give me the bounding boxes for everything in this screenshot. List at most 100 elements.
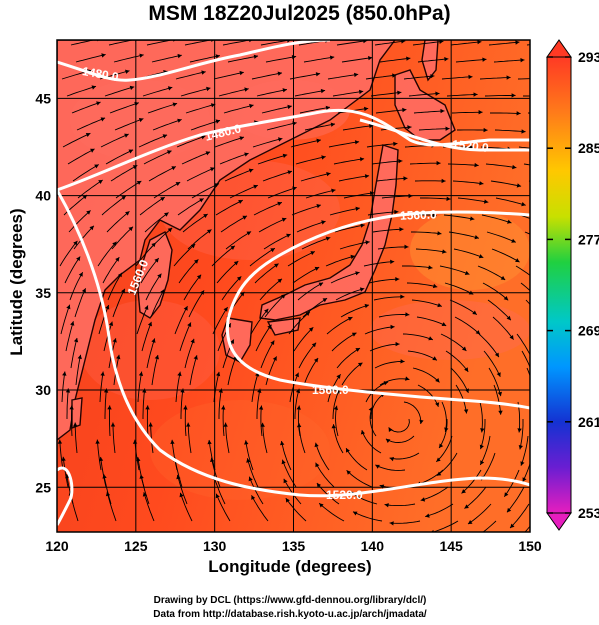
streamline-arrowhead [282,153,288,158]
streamline-arrowhead [436,457,441,462]
streamline-arrowhead [180,388,185,393]
y-axis-label: Latitude (degrees) [7,208,26,356]
streamline [227,55,259,63]
streamline-arrowhead [253,184,258,189]
streamline-arrowhead [355,206,360,211]
streamline-arrowhead [98,456,104,462]
streamline [516,333,530,356]
streamline-arrowhead [437,231,442,236]
streamline [189,355,198,386]
streamline [251,72,283,80]
streamline [342,125,374,131]
streamline [106,210,130,233]
streamline [150,422,154,454]
streamline [138,134,168,148]
streamline-arrowhead [390,324,395,330]
streamline-arrowhead [520,461,525,466]
streamline-arrowhead [498,410,503,415]
streamline-arrowhead [314,266,320,271]
streamline [294,388,300,419]
streamline-arrowhead [358,362,363,367]
streamline-arrowhead [73,240,78,246]
streamline-arrowhead [507,507,512,513]
streamline-arrowhead [172,102,178,107]
streamline [455,384,467,414]
streamline-arrowhead [201,70,206,75]
streamline [520,282,530,292]
streamline-arrowhead [274,263,279,268]
streamline-arrowhead [310,251,315,256]
streamline-arrowhead [121,288,125,294]
streamline [477,265,506,281]
streamline [482,282,509,301]
streamline-arrowhead [283,478,288,484]
streamline [335,405,339,437]
streamline-arrowhead [463,409,469,414]
streamline [532,385,537,415]
streamline [293,326,314,352]
streamline [361,429,382,454]
streamline [218,388,222,419]
streamline [389,452,420,460]
streamline [222,405,225,437]
streamline-arrowhead [368,56,373,61]
taiwan [71,397,83,430]
streamline-arrowhead [483,127,488,133]
streamline [72,164,100,182]
streamline-arrowhead [506,75,511,80]
streamline-arrowhead [281,294,286,299]
contour-1560-mid [225,210,530,410]
streamline [441,401,447,432]
y-tick-labels: 25 30 35 40 45 [35,90,51,495]
streamline [146,338,156,369]
streamline [255,324,272,352]
streamline [107,272,123,301]
streamline-arrowhead [230,339,234,344]
streamline-arrowhead [383,381,389,386]
streamline-arrowhead [521,202,526,207]
streamline-arrowhead [160,197,165,202]
streamline [112,422,116,454]
streamline [99,371,104,403]
streamline [135,242,157,267]
streamline [425,503,454,518]
streamline [450,367,469,394]
streamline-arrowhead [536,280,540,284]
streamline-arrowhead [78,272,83,277]
contour-1520-east [359,118,530,152]
streamline [291,204,322,216]
streamline [281,440,292,471]
streamline-arrowhead [432,283,438,289]
asia-continent [57,40,396,441]
streamline [139,196,166,216]
streamline [182,213,208,233]
streamline-arrowhead [215,54,220,59]
streamline [250,308,269,335]
streamline-arrowhead [207,229,212,234]
streamline-arrowhead [242,215,247,220]
streamline-arrowhead [535,411,539,415]
streamline-arrowhead [368,407,373,412]
streamline-arrowhead [478,110,483,115]
streamline [178,259,199,284]
streamline-arrowhead [464,504,469,509]
streamline [253,201,283,216]
streamline-arrowhead [278,137,283,142]
streamline [287,251,316,267]
streamline [227,355,237,386]
streamline [373,296,405,301]
streamline [187,422,192,454]
streamline [485,163,517,169]
streamline-arrowhead [539,300,543,305]
streamline-arrowhead [500,275,506,280]
colorbar-tick-label: 277 [578,231,599,247]
streamline-arrowhead [193,355,198,360]
streamline-arrowhead [541,319,545,324]
streamline [519,419,524,450]
streamline [479,435,491,466]
streamline [104,86,135,97]
streamline [479,76,511,80]
streamline-arrowhead [77,354,82,360]
streamline-arrowhead [464,367,469,372]
streamline-arrowhead [176,474,181,480]
